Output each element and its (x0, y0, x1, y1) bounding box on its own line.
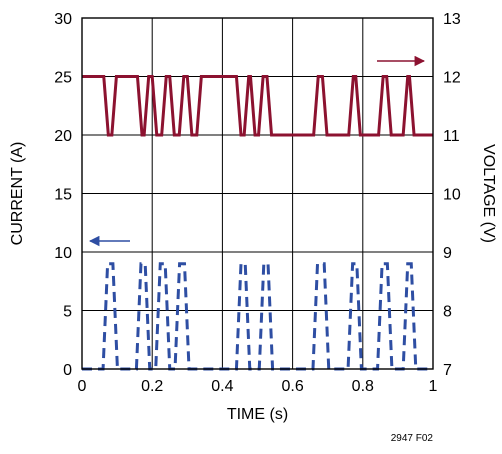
left-y-tick-label: 25 (54, 70, 72, 87)
x-tick-label: 0.6 (281, 378, 303, 395)
x-tick-label: 0.4 (211, 378, 233, 395)
x-axis-label: TIME (s) (227, 406, 288, 423)
right-y-tick-label: 10 (443, 187, 461, 204)
current-series-line (82, 262, 433, 371)
right-y-tick-label: 9 (443, 245, 452, 262)
voltage-series-line (82, 75, 433, 137)
left-y-tick-label: 5 (63, 304, 72, 321)
left-axis-ticks: 0 5 10 15 20 25 30 (54, 11, 72, 379)
left-y-tick-label: 0 (63, 362, 72, 379)
plot-frame (81, 17, 434, 370)
right-y-tick-label: 7 (443, 362, 452, 379)
right-y-tick-label: 11 (443, 128, 460, 145)
right-axis-ticks: 7 8 9 10 11 12 13 (443, 11, 461, 379)
left-y-tick-label: 30 (54, 11, 72, 28)
x-axis-ticks: 0 0.2 0.4 0.6 0.8 1 (78, 378, 438, 395)
left-y-tick-label: 15 (54, 187, 72, 204)
x-tick-label: 0.8 (352, 378, 374, 395)
left-y-axis-label: CURRENT (A) (9, 142, 26, 246)
x-tick-label: 0.2 (141, 378, 163, 395)
x-tick-label: 1 (429, 378, 438, 395)
left-y-tick-label: 20 (54, 128, 72, 145)
x-tick-label: 0 (78, 378, 87, 395)
figure-code: 2947 F02 (391, 433, 434, 444)
series-layer (82, 75, 433, 371)
right-y-tick-label: 8 (443, 304, 452, 321)
left-y-tick-label: 10 (54, 245, 72, 262)
right-y-tick-label: 13 (443, 11, 461, 28)
right-y-axis-label: VOLTAGE (V) (480, 144, 497, 243)
right-y-tick-label: 12 (443, 70, 461, 87)
